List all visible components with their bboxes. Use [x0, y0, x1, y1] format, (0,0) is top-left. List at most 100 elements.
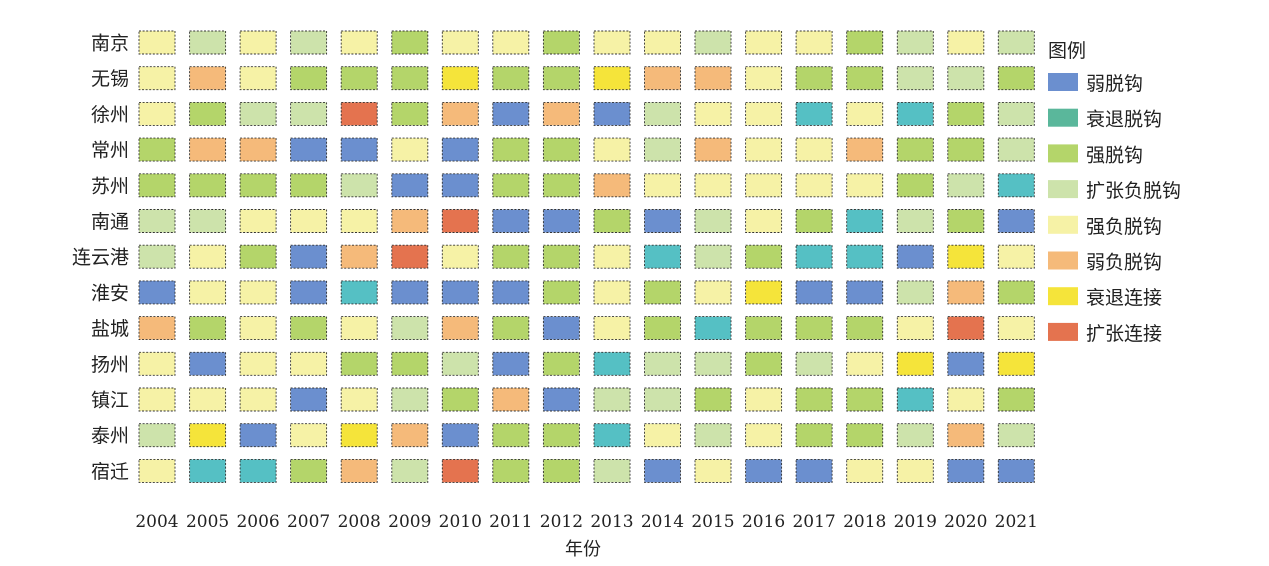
- heatmap-cell: [492, 316, 530, 341]
- col-label: 2007: [287, 512, 330, 532]
- heatmap-cell: [644, 351, 681, 376]
- heatmap-cell: [542, 244, 580, 269]
- heatmap-cell: [492, 137, 530, 162]
- heatmap-cell: [795, 66, 833, 91]
- col-label: 2010: [439, 512, 482, 532]
- row-label: 扬州: [91, 354, 129, 376]
- heatmap-cell: [290, 30, 328, 55]
- heatmap-cell: [441, 137, 479, 162]
- heatmap-cell: [644, 173, 681, 198]
- heatmap-cell: [340, 458, 378, 483]
- heatmap-cell: [997, 173, 1035, 198]
- heatmap-cell: [239, 101, 277, 126]
- heatmap-cell: [694, 387, 732, 412]
- heatmap-cell: [189, 173, 227, 198]
- heatmap-cell: [340, 66, 378, 91]
- heatmap-cell: [239, 244, 277, 269]
- heatmap-cell: [290, 137, 328, 162]
- heatmap-cell: [189, 209, 227, 233]
- heatmap-cell: [795, 316, 833, 341]
- col-label: 2004: [135, 512, 178, 532]
- heatmap-cell: [997, 423, 1035, 448]
- heatmap-cell: [846, 458, 884, 483]
- heatmap-cell: [290, 209, 328, 233]
- heatmap-cell: [947, 173, 985, 198]
- heatmap-cell: [492, 173, 530, 198]
- col-label: 2021: [995, 512, 1038, 532]
- heatmap-cell: [593, 458, 631, 483]
- heatmap-cell: [896, 101, 934, 126]
- heatmap-cell: [694, 423, 732, 448]
- legend-label: 衰退连接: [1086, 287, 1162, 309]
- heatmap-cell: [644, 101, 681, 126]
- heatmap-cell: [391, 244, 429, 269]
- heatmap-cell: [290, 423, 328, 448]
- heatmap-cell: [947, 458, 985, 483]
- heatmap-cell: [593, 209, 631, 233]
- heatmap-cell: [694, 173, 732, 198]
- heatmap-cell: [896, 173, 934, 198]
- col-label: 2019: [894, 512, 937, 532]
- col-label: 2014: [641, 512, 684, 532]
- heatmap-cell: [694, 316, 732, 341]
- heatmap-cell: [441, 316, 479, 341]
- heatmap-cell: [593, 351, 631, 376]
- heatmap-cell: [542, 316, 580, 341]
- heatmap-cell: [290, 280, 328, 305]
- legend-swatch: [1048, 215, 1078, 234]
- heatmap-cell: [340, 101, 378, 126]
- heatmap-cell: [896, 209, 934, 233]
- heatmap-cell: [694, 458, 732, 483]
- heatmap-cell: [593, 173, 631, 198]
- heatmap-cell: [846, 387, 884, 412]
- heatmap-cell: [492, 209, 530, 233]
- legend-label: 衰退脱钩: [1086, 109, 1162, 131]
- heatmap-cell: [138, 423, 176, 448]
- legend-label: 弱脱钩: [1086, 73, 1143, 95]
- heatmap-cell: [492, 387, 530, 412]
- heatmap-cell: [997, 101, 1035, 126]
- heatmap-cell: [795, 173, 833, 198]
- col-label: 2006: [236, 512, 279, 532]
- heatmap-cell: [846, 316, 884, 341]
- heatmap-cell: [745, 137, 783, 162]
- heatmap-cell: [189, 280, 227, 305]
- heatmap-cell: [340, 387, 378, 412]
- heatmap-cell: [644, 66, 681, 91]
- heatmap-cell: [542, 30, 580, 55]
- heatmap-cell: [997, 387, 1035, 412]
- heatmap-cell: [896, 458, 934, 483]
- heatmap-cell: [795, 209, 833, 233]
- heatmap-cell: [694, 351, 732, 376]
- legend-title: 图例: [1048, 40, 1086, 62]
- heatmap-cell: [846, 137, 884, 162]
- heatmap-cell: [542, 209, 580, 233]
- x-axis-title: 年份: [565, 539, 601, 560]
- heatmap-cells: [138, 30, 1035, 483]
- heatmap-cell: [795, 280, 833, 305]
- heatmap-cell: [138, 137, 176, 162]
- row-label: 南通: [91, 211, 129, 233]
- heatmap-cell: [239, 209, 277, 233]
- heatmap-cell: [644, 244, 681, 269]
- heatmap-cell: [593, 423, 631, 448]
- heatmap-cell: [542, 423, 580, 448]
- heatmap-cell: [896, 30, 934, 55]
- heatmap-cell: [391, 209, 429, 233]
- heatmap-cell: [896, 351, 934, 376]
- heatmap-cell: [593, 387, 631, 412]
- heatmap-cell: [340, 244, 378, 269]
- heatmap-cell: [441, 101, 479, 126]
- row-label: 连云港: [72, 247, 129, 269]
- heatmap-cell: [694, 30, 732, 55]
- legend-label: 强负脱钩: [1086, 216, 1162, 238]
- legend-swatch: [1048, 251, 1078, 270]
- heatmap-cell: [947, 244, 985, 269]
- heatmap-cell: [846, 280, 884, 305]
- heatmap-cell: [189, 316, 227, 341]
- heatmap-cell: [745, 244, 783, 269]
- heatmap-cell: [593, 244, 631, 269]
- heatmap-cell: [644, 316, 681, 341]
- heatmap-cell: [795, 351, 833, 376]
